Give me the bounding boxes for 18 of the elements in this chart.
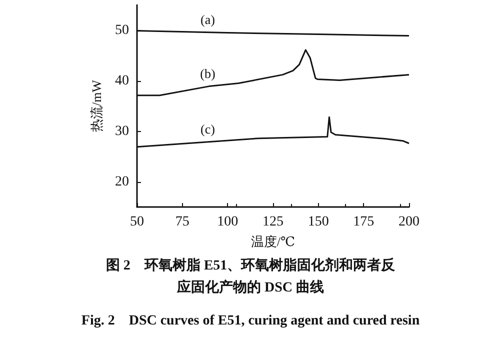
x-tick-label: 100	[217, 214, 238, 230]
annotation: (a)	[200, 12, 215, 27]
y-axis-title: 热流/mW	[89, 79, 104, 132]
x-tick-label: 125	[262, 214, 284, 230]
x-tick-label: 50	[130, 214, 144, 230]
y-tick-label: 50	[115, 22, 129, 38]
y-tick-label: 30	[115, 124, 129, 139]
x-tick-label: 75	[175, 214, 190, 230]
y-tick-label: 20	[115, 174, 129, 190]
x-axis-title: 温度/℃	[250, 234, 296, 249]
annotation: (c)	[200, 121, 215, 136]
y-tick-label: 40	[115, 73, 129, 88]
x-tick-label: 200	[398, 214, 420, 230]
text: Fig. 2 DSC curves of E51, curing agent and cured resin	[81, 314, 420, 328]
text: 图 2 环氧树脂 E51、环氧树脂固化剂和两者反应固化产物的 DSC 曲线	[106, 256, 396, 296]
x-tick-label: 150	[308, 214, 329, 230]
annotation: (b)	[200, 66, 216, 82]
x-tick-label: 175	[353, 214, 374, 230]
